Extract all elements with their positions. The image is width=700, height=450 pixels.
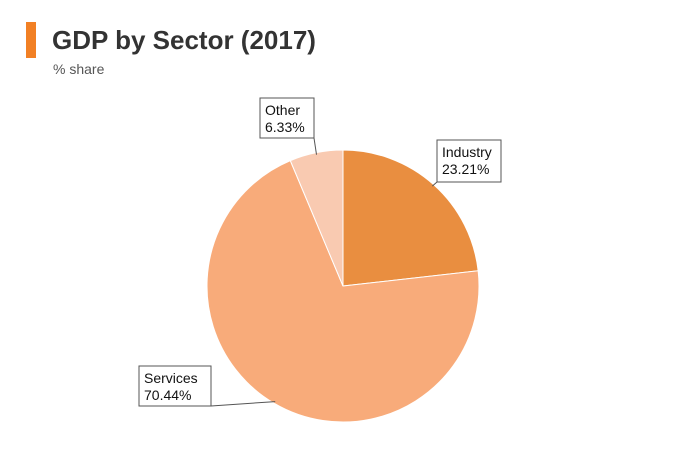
title-accent-bar bbox=[26, 22, 36, 58]
leader-line-other bbox=[313, 137, 318, 155]
leader-line-services bbox=[210, 401, 276, 407]
data-label-box-industry bbox=[436, 139, 502, 183]
data-label-value-industry: 23.21% bbox=[442, 161, 489, 177]
data-label-value-other: 6.33% bbox=[265, 119, 305, 135]
data-label-name-services: Services bbox=[144, 370, 198, 386]
chart-subtitle: % share bbox=[53, 61, 105, 77]
pie-slice-services bbox=[206, 159, 480, 423]
data-label-name-industry: Industry bbox=[442, 144, 492, 160]
data-label-box-other bbox=[259, 97, 315, 139]
chart-title: GDP by Sector (2017) bbox=[52, 25, 316, 55]
data-label-value-services: 70.44% bbox=[144, 387, 191, 403]
data-label-name-other: Other bbox=[265, 102, 300, 118]
leader-line-industry bbox=[431, 181, 438, 187]
data-label-box-services bbox=[138, 365, 212, 407]
